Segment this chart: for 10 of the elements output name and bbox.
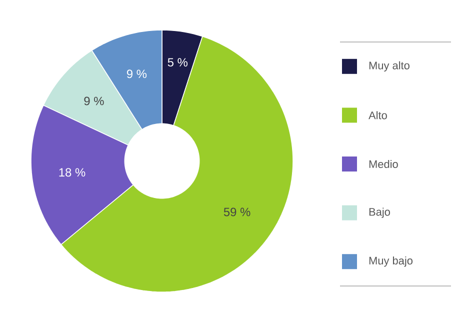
- data-label: 18 %: [59, 168, 86, 177]
- legend-label: Alto: [368, 111, 387, 120]
- data-label: 9 %: [126, 70, 147, 78]
- legend-label: Muy bajo: [369, 256, 413, 267]
- legend-label: Medio: [369, 160, 398, 168]
- data-label: 5 %: [168, 58, 188, 67]
- legend-label: Muy alto: [369, 61, 410, 72]
- data-label: 9 %: [84, 96, 104, 106]
- legend-label: Bajo: [369, 208, 390, 218]
- data-label: 59 %: [224, 208, 250, 216]
